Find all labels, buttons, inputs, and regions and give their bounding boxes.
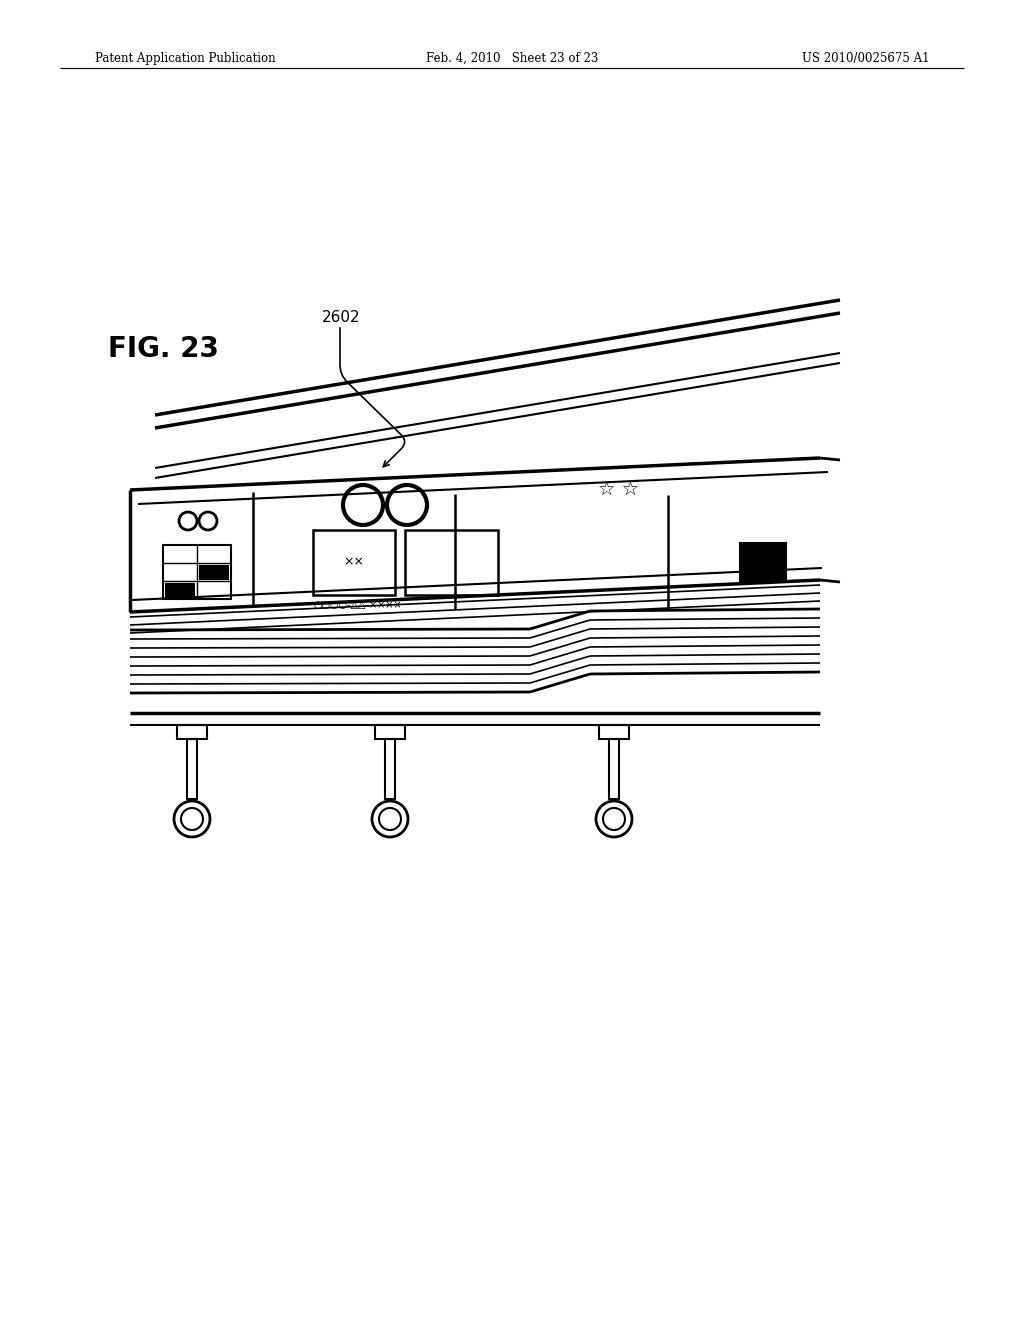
Bar	[187, 739, 197, 799]
Bar	[406, 531, 498, 595]
Bar	[313, 531, 395, 595]
Bar	[165, 583, 194, 597]
Bar	[375, 725, 406, 739]
Bar	[599, 725, 629, 739]
Text: ☆ ☆: ☆ ☆	[598, 480, 639, 499]
Text: ○○○○-△△-××××: ○○○○-△△-××××	[313, 601, 401, 610]
Text: Patent Application Publication: Patent Application Publication	[95, 51, 275, 65]
Text: 2602: 2602	[322, 310, 360, 325]
Text: FIG. 23: FIG. 23	[108, 335, 219, 363]
Bar	[199, 565, 228, 579]
Text: ××: ××	[343, 556, 365, 569]
Bar	[609, 739, 618, 799]
Bar	[163, 545, 231, 599]
Bar	[385, 739, 395, 799]
Text: Feb. 4, 2010   Sheet 23 of 23: Feb. 4, 2010 Sheet 23 of 23	[426, 51, 598, 65]
Text: US 2010/0025675 A1: US 2010/0025675 A1	[803, 51, 930, 65]
Bar	[177, 725, 207, 739]
Bar	[740, 543, 786, 581]
